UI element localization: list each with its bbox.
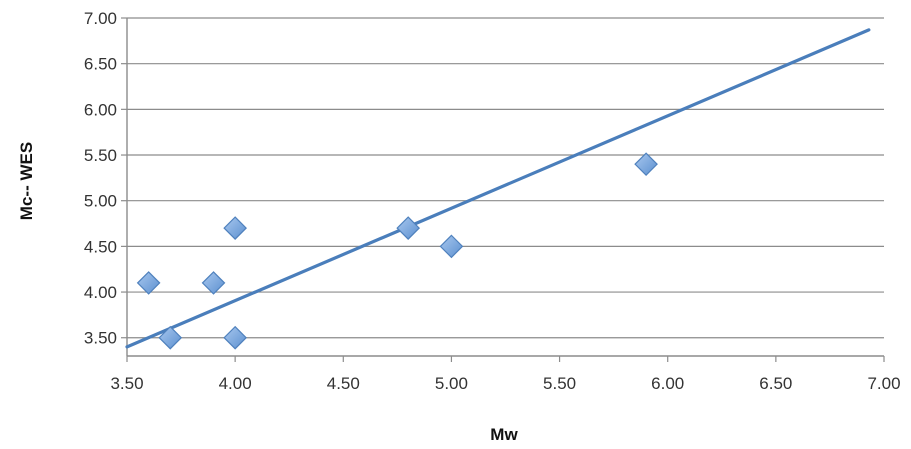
- data-point-6: [439, 234, 464, 259]
- y-tick-label-6.50: 6.50: [84, 55, 117, 74]
- y-tick-label-5.00: 5.00: [84, 192, 117, 211]
- y-tick-label-4.50: 4.50: [84, 237, 117, 256]
- y-tick-label-4.00: 4.00: [84, 283, 117, 302]
- x-tick-label-7.00: 7.00: [867, 374, 900, 393]
- data-point-7: [634, 152, 658, 177]
- x-tick-label-5.00: 5.00: [435, 374, 468, 393]
- x-axis-title: Mw: [490, 425, 518, 444]
- x-tick-label-6.00: 6.00: [651, 374, 684, 393]
- x-tick-label-3.50: 3.50: [110, 374, 143, 393]
- data-points: [136, 152, 658, 350]
- x-tick-label-4.50: 4.50: [327, 374, 360, 393]
- x-tick-label-4.00: 4.00: [219, 374, 252, 393]
- tick-labels: 3.50 4.00 4.50 5.00 5.50 6.00 6.50 7.00 3.50 4.00…: [84, 9, 901, 393]
- data-point-0: [136, 271, 161, 295]
- data-point-5: [396, 216, 421, 240]
- y-axis-title: Mc-- WES: [17, 142, 36, 220]
- axes: [121, 17, 885, 362]
- data-point-2: [201, 271, 226, 295]
- y-tick-label-5.50: 5.50: [84, 146, 117, 165]
- trendline: [125, 28, 871, 349]
- gridlines: [127, 17, 884, 339]
- data-point-3: [223, 216, 247, 240]
- y-tick-label-6.00: 6.00: [84, 100, 117, 119]
- data-point-4: [223, 325, 247, 350]
- y-tick-label-7.00: 7.00: [84, 9, 117, 28]
- y-tick-label-3.50: 3.50: [84, 329, 117, 348]
- data-point-1: [158, 325, 183, 350]
- trendline-layer: [125, 28, 871, 349]
- x-tick-label-6.50: 6.50: [759, 374, 792, 393]
- x-tick-label-5.50: 5.50: [543, 374, 576, 393]
